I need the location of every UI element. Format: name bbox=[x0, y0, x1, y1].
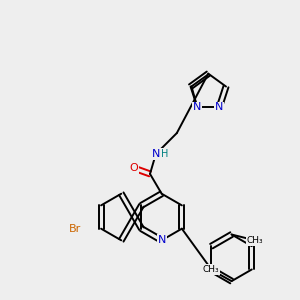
Text: CH₃: CH₃ bbox=[202, 265, 219, 274]
Text: N: N bbox=[152, 149, 160, 159]
Text: N: N bbox=[193, 102, 202, 112]
Text: H: H bbox=[161, 149, 169, 159]
Text: O: O bbox=[129, 163, 138, 173]
Text: N: N bbox=[215, 102, 224, 112]
Text: CH₃: CH₃ bbox=[247, 236, 263, 245]
Text: Br: Br bbox=[69, 224, 82, 234]
Text: N: N bbox=[158, 235, 166, 245]
